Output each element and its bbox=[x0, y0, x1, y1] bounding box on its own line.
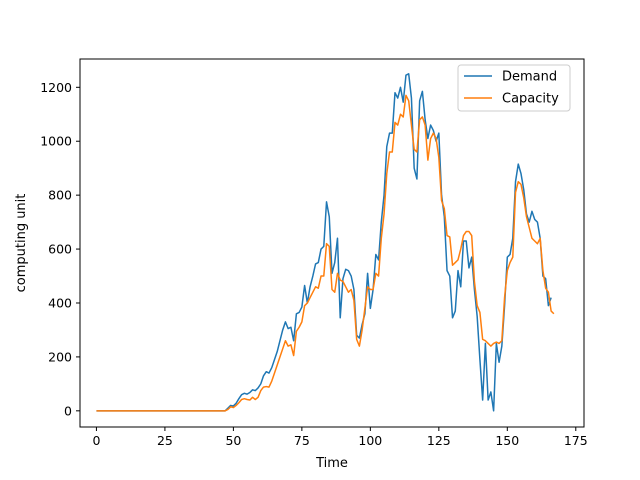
x-tick-label: 75 bbox=[294, 433, 310, 448]
series-line-demand bbox=[96, 73, 552, 412]
y-tick-label: 0 bbox=[64, 403, 72, 418]
x-tick-label: 175 bbox=[564, 433, 588, 448]
plot-frame bbox=[79, 58, 585, 428]
y-tick-label: 1200 bbox=[40, 80, 72, 95]
y-tick-label: 400 bbox=[48, 295, 72, 310]
x-tick-label: 50 bbox=[225, 433, 241, 448]
legend-label-capacity: Capacity bbox=[502, 92, 559, 107]
x-axis: 0 25 50 75 100 125 150 175 bbox=[92, 427, 588, 448]
legend-label-demand: Demand bbox=[502, 70, 557, 85]
legend: Demand Capacity bbox=[457, 64, 571, 112]
x-tick-label: 25 bbox=[157, 433, 173, 448]
series-line-capacity bbox=[96, 94, 555, 412]
y-tick-label: 800 bbox=[48, 188, 72, 203]
y-axis: 0 200 400 600 800 1000 1200 bbox=[40, 80, 80, 418]
x-tick-label: 100 bbox=[358, 433, 382, 448]
x-tick-label: 125 bbox=[427, 433, 451, 448]
x-tick-label: 0 bbox=[92, 433, 100, 448]
series-layer bbox=[96, 73, 555, 412]
y-tick-label: 600 bbox=[48, 242, 72, 257]
y-tick-label: 1000 bbox=[40, 134, 72, 149]
x-axis-label: Time bbox=[315, 456, 348, 471]
y-tick-label: 200 bbox=[48, 349, 72, 364]
y-axis-label: computing unit bbox=[14, 194, 29, 293]
x-tick-label: 150 bbox=[495, 433, 519, 448]
